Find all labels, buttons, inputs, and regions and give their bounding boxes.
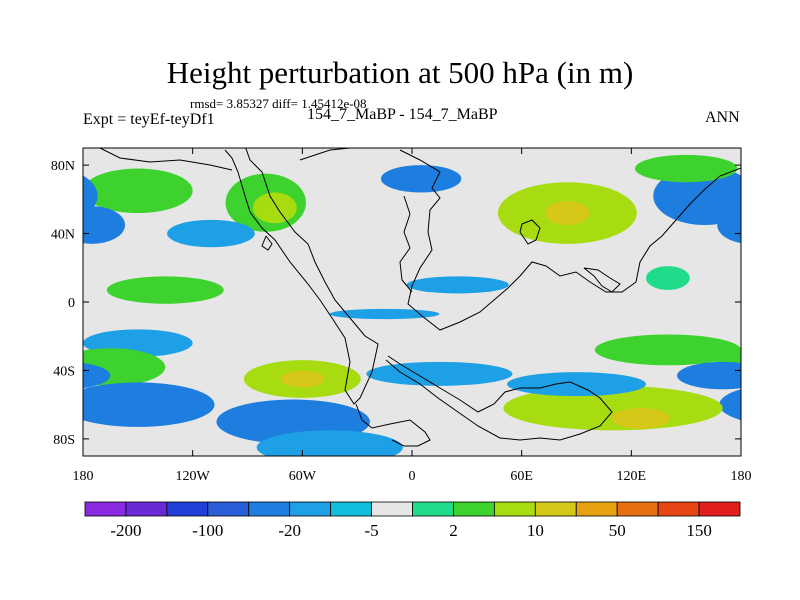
contour-region-25 (507, 372, 646, 397)
axes: 180 120W 60W 0 60E 120E 180 80N 40N 0 40S 80S (51, 148, 752, 484)
contour-region-7 (634, 154, 738, 183)
chart-title: Height perturbation at 500 hPa (in m) (166, 55, 634, 90)
colorbar-swatch-7 (371, 501, 413, 517)
contour-region-11 (406, 276, 509, 294)
y-tick-label-3: 40S (53, 364, 75, 379)
contour-region-20 (256, 430, 403, 456)
colorbar-label-1: -100 (192, 521, 223, 540)
colorbar-label-0: -200 (110, 521, 141, 540)
coastline-outline (99, 148, 741, 447)
colorbar-swatch-14 (657, 501, 700, 517)
contour-region-9 (167, 219, 255, 248)
colorbar-label-6: 50 (609, 521, 626, 540)
contour-region-23 (611, 408, 670, 429)
colorbar-label-3: -5 (364, 521, 378, 540)
contour-region-18 (83, 382, 215, 427)
contour-region-21 (366, 361, 513, 386)
contour-region-10 (106, 276, 224, 304)
contour-region-16 (280, 370, 325, 388)
colorbar-swatch-9 (453, 501, 495, 517)
contour-region-13 (645, 266, 690, 291)
y-tick-label-1: 40N (51, 228, 75, 243)
colorbar-swatch-15 (698, 501, 741, 517)
colorbar-swatch-0 (84, 501, 127, 517)
contour-region-24 (594, 334, 741, 366)
contour-region-0 (83, 168, 193, 214)
colorbar-swatch-12 (575, 501, 618, 517)
contour-fill-layer (83, 154, 800, 456)
colorbar-swatch-2 (166, 501, 209, 517)
colorbar-swatch-10 (493, 501, 536, 517)
case-comparison-label: 154_7_MaBP - 154_7_MaBP (307, 106, 498, 123)
x-tick-label-6: 180 (731, 469, 752, 484)
y-tick-label-2: 0 (68, 296, 75, 311)
colorbar: -200 -100 -20 -5 2 10 50 150 (84, 501, 741, 540)
colorbar-label-2: -20 (278, 521, 301, 540)
colorbar-swatch-5 (289, 501, 332, 517)
x-tick-label-1: 120W (176, 469, 211, 484)
contour-region-26 (677, 361, 741, 390)
contour-region-5 (545, 201, 590, 225)
contour-region-8 (83, 206, 126, 244)
contour-region-6-wrap (83, 175, 98, 217)
x-tick-label-0: 180 (73, 469, 94, 484)
colorbar-swatch-3 (207, 501, 250, 517)
contour-region-12 (329, 308, 440, 320)
x-tick-label-4: 60E (510, 469, 533, 484)
contour-region-3 (380, 165, 462, 193)
contour-region-26-wrap (83, 363, 111, 389)
colorbar-swatch-13 (616, 501, 659, 517)
colorbar-swatch-6 (330, 501, 372, 517)
colorbar-swatch-1 (125, 501, 168, 517)
y-tick-label-4: 80S (53, 433, 75, 448)
contour-region-8-wrap (717, 206, 741, 244)
contour-region-0-wrap (741, 169, 800, 213)
contour-region-18-wrap (719, 389, 741, 421)
x-tick-label-5: 120E (617, 469, 647, 484)
colorbar-swatch-11 (534, 501, 577, 517)
colorbar-swatch-8 (412, 501, 454, 517)
colorbar-label-5: 10 (527, 521, 544, 540)
y-tick-label-0: 80N (51, 159, 75, 174)
season-label: ANN (705, 109, 740, 126)
contour-region-2 (252, 192, 297, 224)
contour-region-14-wrap (741, 329, 800, 356)
x-tick-label-3: 0 (409, 469, 416, 484)
rmsd-diff-stats: rmsd= 3.85327 diff= 1.45412e-08 (190, 96, 367, 111)
colorbar-label-7: 150 (686, 521, 712, 540)
x-tick-label-2: 60W (289, 469, 317, 484)
colorbar-swatch-4 (248, 501, 291, 517)
colorbar-label-4: 2 (449, 521, 458, 540)
experiment-label: Expt = teyEf-teyDf1 (83, 111, 215, 128)
